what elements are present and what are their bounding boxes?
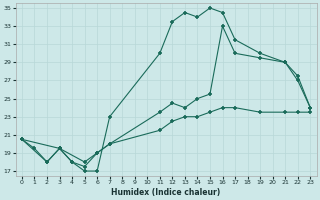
X-axis label: Humidex (Indice chaleur): Humidex (Indice chaleur) — [111, 188, 221, 197]
